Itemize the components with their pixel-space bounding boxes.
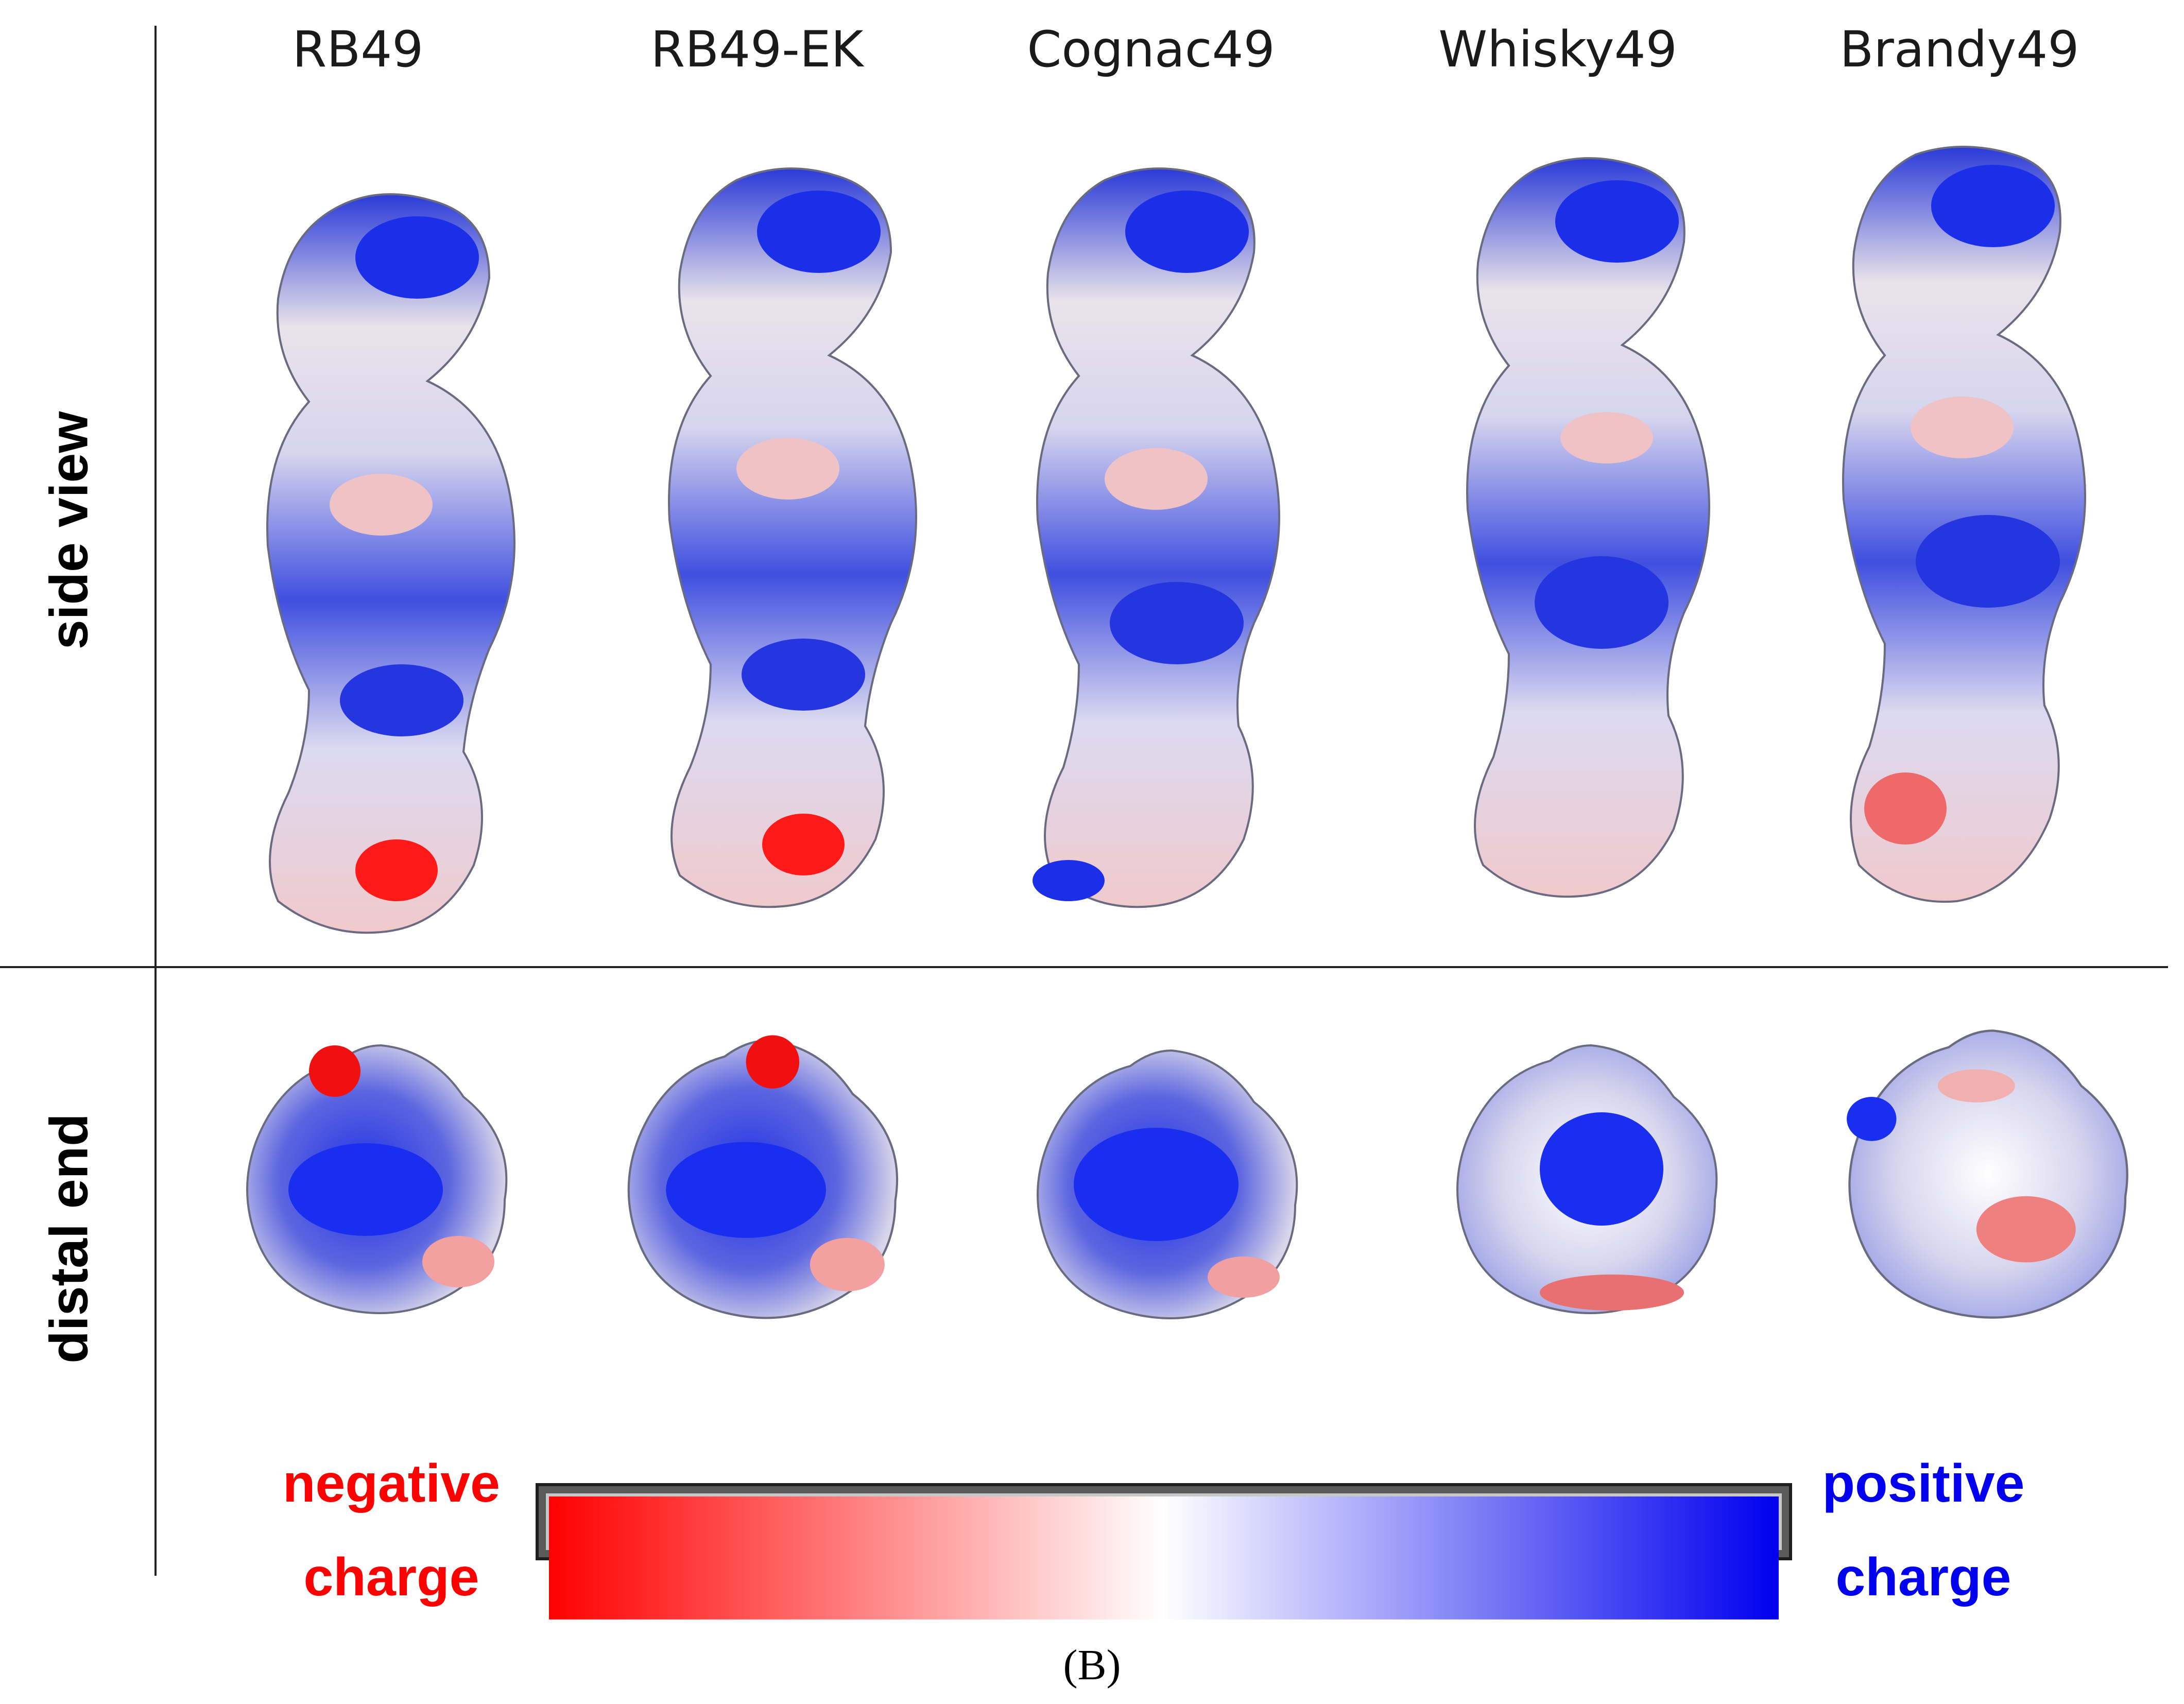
distal-end-cognac49-surface: [1025, 1040, 1318, 1329]
distal-end-rb49-ek-surface: [615, 1030, 919, 1329]
side-view-rb49-surface: [247, 185, 536, 942]
row-label-distal-end: distal end: [39, 1113, 99, 1364]
side-view-brandy49-surface: [1828, 139, 2106, 911]
panel-label: (B): [1063, 1641, 1121, 1689]
negative-charge-label: negative charge: [247, 1437, 536, 1624]
positive-label-line2: charge: [1835, 1547, 2011, 1607]
positive-label-line1: positive: [1822, 1454, 2025, 1513]
side-view-whisky49-surface: [1452, 149, 1730, 906]
distal-end-rb49-surface: [237, 1035, 525, 1323]
side-view-rb49-ek-surface: [649, 160, 937, 917]
distal-end-brandy49-surface: [1838, 1014, 2147, 1334]
column-label-cognac49: Cognac49: [1027, 21, 1275, 78]
negative-label-line2: charge: [303, 1547, 479, 1607]
column-label-whisky49: Whisky49: [1438, 21, 1677, 78]
distal-end-whisky49-surface: [1447, 1030, 1735, 1329]
charge-colorbar: [536, 1483, 1792, 1620]
horizontal-divider: [0, 966, 2168, 968]
column-label-brandy49: Brandy49: [1839, 21, 2079, 78]
row-label-side-view: side view: [39, 411, 99, 650]
side-view-cognac49-surface: [1022, 160, 1300, 917]
column-label-rb49-ek: RB49-EK: [650, 21, 864, 78]
positive-charge-label: positive charge: [1779, 1437, 2068, 1624]
column-label-rb49: RB49: [292, 21, 424, 78]
colorbar-gradient: [549, 1496, 1779, 1620]
vertical-divider: [154, 26, 157, 1576]
negative-label-line1: negative: [283, 1454, 500, 1513]
